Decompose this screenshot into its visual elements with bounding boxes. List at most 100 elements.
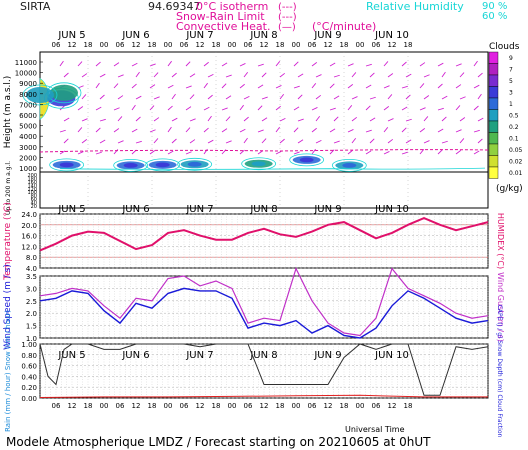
wind-barb — [473, 129, 480, 133]
forecast-title: Modele Atmospherique LMDZ / Forecast sta… — [6, 435, 431, 449]
wind-barb — [279, 138, 285, 144]
top-hour-tick-label: 00 — [100, 41, 109, 49]
wind-barb — [135, 116, 141, 122]
wind-barb — [95, 127, 101, 133]
bottom-hour-tick-label: 12 — [324, 402, 333, 410]
wind-barb — [261, 72, 267, 78]
ytick-label: 0.80 — [21, 352, 37, 360]
universal-time-label: Universal Time — [345, 425, 405, 434]
colorbar-cell — [488, 97, 499, 110]
wind-barb — [297, 73, 304, 78]
day-label: JUN 6 — [121, 350, 149, 361]
wind-barb — [257, 84, 264, 89]
bottom-hour-tick-label: 18 — [212, 402, 221, 410]
wind-barb — [383, 106, 390, 111]
colorbar-cell — [488, 120, 499, 133]
cloud-ytick-label: 120 — [27, 187, 37, 193]
day-label: JUN 10 — [374, 204, 409, 215]
wind-barb — [117, 140, 124, 144]
wind-barb — [243, 95, 250, 100]
cloud-blob-outline — [113, 158, 149, 172]
colorbar-cell — [488, 132, 499, 145]
wind-barb — [293, 151, 300, 155]
bottom-hour-tick-label: 00 — [164, 402, 173, 410]
wind-barb — [405, 118, 412, 122]
cape-ylabel: CAPE (J / g) Snow Depth (cm) Cloud Fract… — [496, 305, 503, 438]
wind-barb — [311, 107, 318, 111]
bottom-hour-tick-label: 06 — [180, 402, 189, 410]
day-label: JUN 9 — [313, 350, 341, 361]
wind-barb — [243, 71, 249, 78]
top-hour-tick-label: 12 — [196, 41, 205, 49]
wind-barb — [297, 139, 304, 144]
wind-barb — [329, 107, 336, 111]
top-hour-ticks: 06 12 18 00 06 12 18 00 06 12 18 00 06 12 18 00 06 12 18 00… — [52, 41, 413, 49]
wind-barb — [153, 138, 159, 144]
wind-barb — [239, 83, 245, 89]
wind-barb — [77, 151, 84, 155]
legend-snow-rain-sym: (---) — [278, 12, 297, 23]
cloud-ytick-label: 11000 — [15, 59, 37, 67]
wind-barb — [153, 96, 160, 100]
cloud-panel: 11000 10000 9000 8000 7000 6000 5000 4000 3000 20… — [3, 51, 489, 215]
bottom-hour-tick-label: 18 — [340, 402, 349, 410]
bottom-hour-ticks: 06 12 18 00 06 12 18 00 06 12 18 00 06 12 18 00 06 12 18 00… — [52, 402, 413, 410]
wind-barb — [207, 115, 212, 122]
top-hour-tick-label: 06 — [52, 41, 61, 49]
wind-barb — [419, 62, 426, 67]
wind-barb — [351, 137, 357, 144]
day-label: JUN 5 — [57, 30, 85, 41]
wind-barb — [383, 85, 390, 89]
colorbar-level-label: 1 — [509, 101, 513, 108]
wind-barb — [63, 72, 69, 78]
wind-barb — [225, 140, 232, 144]
cloud-blob-outline — [22, 84, 58, 106]
colorbar-cell — [488, 166, 499, 179]
bottom-hour-tick-label: 12 — [196, 402, 205, 410]
wind-barb — [365, 105, 371, 111]
wind-barb — [257, 105, 263, 111]
wind-barb — [423, 116, 429, 122]
wind-barb — [387, 138, 394, 144]
wind-barb — [387, 73, 394, 78]
wind-barb — [221, 62, 228, 67]
wind-barb — [441, 71, 446, 78]
wind-barb — [225, 74, 232, 78]
wind-barb — [293, 85, 300, 89]
ytick-label: 2.5 — [26, 298, 37, 306]
wind-barb — [185, 106, 192, 111]
cloud-blob-outline — [289, 153, 325, 167]
wind-barb — [185, 85, 192, 89]
top-hour-tick-label: 18 — [404, 41, 413, 49]
top-hour-tick-label: 00 — [164, 41, 173, 49]
wind-barb — [95, 106, 102, 111]
ytick-label: 3.5 — [26, 273, 37, 281]
cloud-ylabel-lower: Up to 200 m a.g.l. — [5, 161, 12, 215]
cloud-ytick-label: 40 — [31, 201, 37, 207]
wind-barb — [401, 61, 407, 67]
wind-barb — [239, 149, 245, 155]
top-hour-tick-label: 18 — [212, 41, 221, 49]
wind-barb — [63, 138, 69, 144]
wind-barb — [473, 84, 480, 89]
wind-barb — [185, 151, 192, 155]
rain-grid — [39, 344, 489, 398]
cloud-ytick-label: 20 — [31, 204, 37, 210]
temperature-grid — [39, 214, 489, 268]
top-hour-tick-label: 12 — [388, 41, 397, 49]
wind-barb — [401, 106, 408, 111]
wind-barb — [401, 127, 407, 133]
wind-barb — [149, 84, 156, 89]
wind-barb — [315, 139, 322, 144]
wind-barb — [171, 72, 177, 78]
cloud-blob-outline — [331, 158, 367, 172]
wind-barb — [167, 126, 172, 133]
top-hour-tick-label: 18 — [84, 41, 93, 49]
wind-barb — [279, 72, 286, 78]
day-label: JUN 10 — [374, 30, 409, 41]
wind-barb — [257, 129, 264, 133]
cloud-ytick-label: 140 — [27, 183, 37, 189]
cloud-blob-outline — [145, 158, 181, 172]
wind-barb — [189, 73, 196, 78]
day-label: JUN 6 — [121, 30, 149, 41]
